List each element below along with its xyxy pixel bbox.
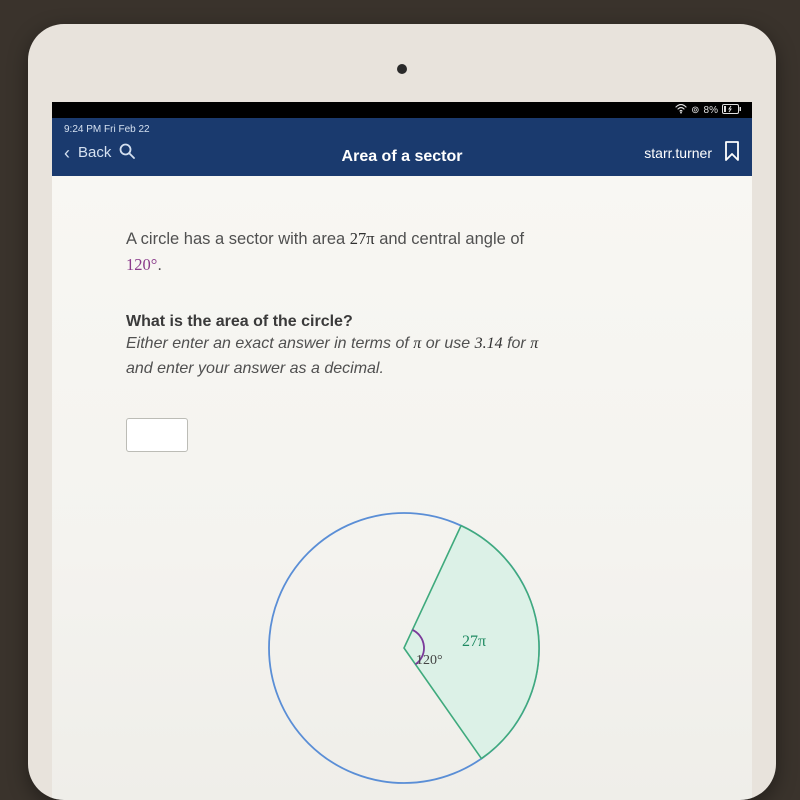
wifi-icon xyxy=(675,104,687,117)
problem-statement: A circle has a sector with area 27π and … xyxy=(126,226,692,252)
orientation-lock-icon: ⊚ xyxy=(691,105,699,116)
content-area: A circle has a sector with area 27π and … xyxy=(52,176,752,800)
timestamp: 9:24 PM Fri Feb 22 xyxy=(64,124,740,135)
bookmark-icon[interactable] xyxy=(724,141,740,164)
battery-icon xyxy=(722,104,742,117)
problem-text-1: A circle has a sector with area xyxy=(126,230,350,248)
central-angle-value: 120° xyxy=(126,255,157,274)
svg-text:120°: 120° xyxy=(416,653,443,668)
app-header: 9:24 PM Fri Feb 22 ‹ Back Area of a sect… xyxy=(52,118,752,176)
page-title: Area of a sector xyxy=(342,148,463,166)
circle-diagram: 120° 27π xyxy=(126,498,692,798)
search-icon[interactable] xyxy=(119,143,135,163)
chevron-left-icon: ‹ xyxy=(64,144,70,162)
question-prompt: What is the area of the circle? xyxy=(126,313,692,331)
svg-text:27π: 27π xyxy=(462,633,486,650)
username[interactable]: starr.turner xyxy=(644,145,712,161)
tablet-frame: ⊚ 8% 9:24 PM Fri Feb 22 ‹ Back Area of a… xyxy=(28,24,776,800)
question-instruction: Either enter an exact answer in terms of… xyxy=(126,331,692,382)
battery-text: 8% xyxy=(704,105,718,116)
back-button[interactable]: ‹ Back xyxy=(64,143,135,163)
status-bar: ⊚ 8% xyxy=(52,102,752,118)
period: . xyxy=(157,256,162,274)
sector-area-value: 27π xyxy=(350,229,375,248)
answer-input[interactable] xyxy=(126,418,188,452)
problem-text-2: and central angle of xyxy=(375,230,525,248)
screen: ⊚ 8% 9:24 PM Fri Feb 22 ‹ Back Area of a… xyxy=(52,102,752,800)
camera-dot xyxy=(397,64,407,74)
back-label: Back xyxy=(78,144,111,161)
